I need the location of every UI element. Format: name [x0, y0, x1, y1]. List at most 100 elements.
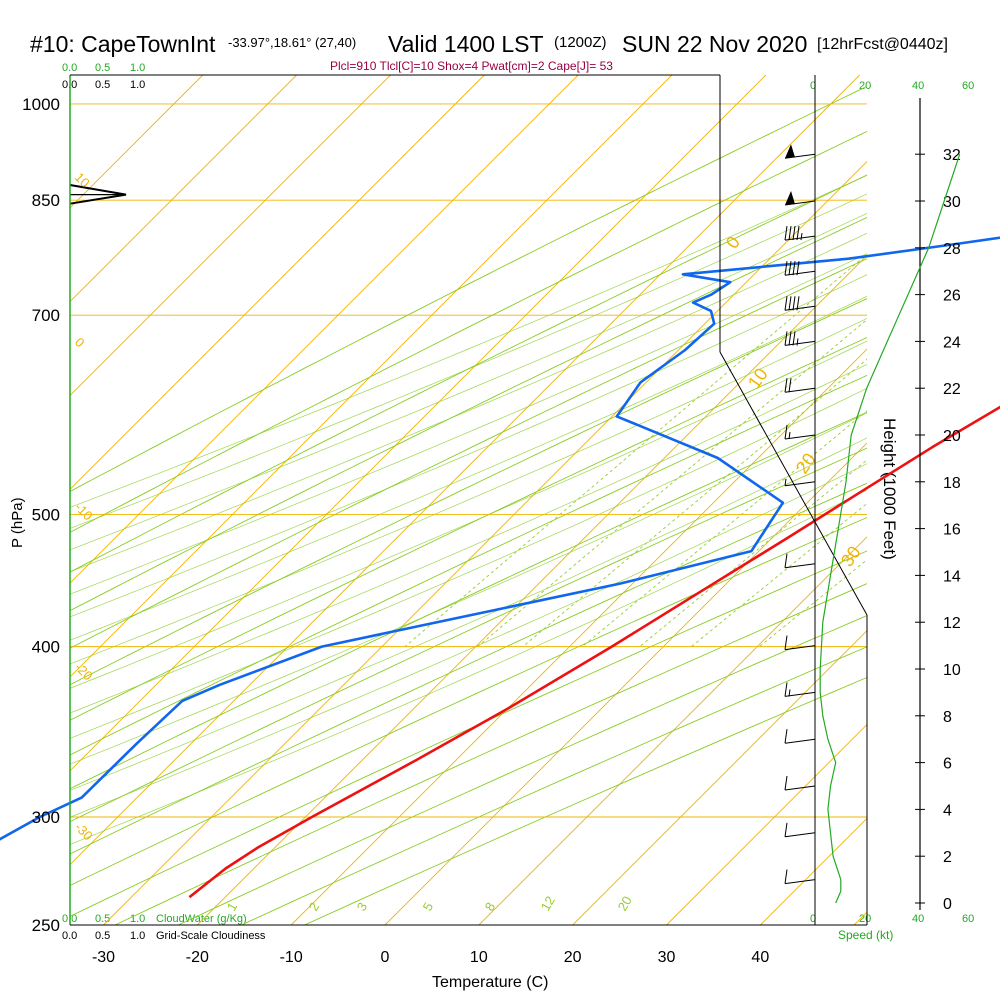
- wind-barb-full: [788, 378, 792, 393]
- temperature-tick-label: 40: [751, 949, 769, 966]
- cloud-top-label: 1.0: [130, 62, 145, 74]
- cloudiness-bottom-label: 0.0: [62, 930, 77, 942]
- isotherm-line: [572, 630, 867, 925]
- wind-barb-half: [788, 689, 791, 697]
- speed-tick-top: 60: [962, 80, 974, 92]
- wind-barb: [784, 378, 816, 393]
- temperature-tick-label: 30: [658, 949, 676, 966]
- wind-barb: [784, 775, 816, 791]
- temperature-tick-label: -20: [186, 949, 209, 966]
- wind-barb-staff: [784, 645, 816, 651]
- wind-barb-full: [784, 729, 788, 744]
- cloud-bottom-scale: 0.0 0.5 1.0 CloudWater (g/Kg) 0.0 0.5 1.…: [62, 913, 266, 942]
- isotherm-line: [197, 254, 867, 925]
- moist-adiabat: [70, 295, 867, 641]
- wind-barb: [784, 869, 816, 885]
- moist-adiabat: [70, 340, 867, 689]
- dewpoint-line: [0, 236, 1000, 841]
- isotherm-line: [384, 442, 867, 925]
- speed-tick-top: 0: [810, 80, 816, 92]
- station-coords: -33.97°,18.61° (27,40): [228, 35, 356, 50]
- wind-barb: [784, 635, 816, 651]
- isotherm-line: [70, 75, 579, 584]
- wind-barb-full: [796, 296, 800, 311]
- temperature-line: [188, 405, 1000, 899]
- isotherm-line: [70, 75, 860, 866]
- temperature-tick-label: -10: [280, 949, 303, 966]
- moist-adiabat: [70, 387, 867, 739]
- speed-tick-bottom: 60: [962, 913, 974, 925]
- wind-barb-full: [792, 226, 796, 241]
- wind-barb-full: [788, 296, 792, 311]
- wind-barb-full: [784, 635, 788, 650]
- height-tick-label: 0: [943, 896, 952, 913]
- moist-adiabat: [70, 489, 867, 845]
- grid-clip: [70, 75, 867, 925]
- isotherm-label: 0: [72, 335, 88, 351]
- height-tick-label: 22: [943, 381, 961, 398]
- moist-adiabat: [70, 318, 867, 665]
- isotherm-label: -30: [72, 820, 96, 844]
- cloudiness-label: Grid-Scale Cloudiness: [156, 930, 266, 942]
- wind-barb: [784, 424, 816, 440]
- height-tick-label: 6: [943, 756, 952, 773]
- dry-adiabat: [70, 217, 867, 612]
- mixing-ratio-label: 8: [482, 900, 499, 914]
- height-tick-label: 14: [943, 568, 961, 585]
- cloudwater-label: CloudWater (g/Kg): [156, 913, 247, 925]
- right-edge-slant: [719, 351, 868, 616]
- mixing-ratio-label: 1: [224, 900, 241, 914]
- wind-barb-half: [800, 233, 803, 241]
- wind-speed-line: [819, 154, 961, 904]
- pressure-tick-label: 700: [32, 306, 60, 325]
- wind-barb-staff: [784, 235, 816, 241]
- wind-barb: [784, 191, 816, 206]
- pressure-tick-label: 500: [32, 505, 60, 524]
- wind-barb-flag: [785, 144, 795, 159]
- wind-barb-staff: [784, 691, 816, 697]
- cloud-bottom-label: 0.5: [95, 913, 110, 925]
- dry-adiabat: [70, 174, 867, 573]
- wind-barb-full: [784, 775, 788, 791]
- moist-adiabat: [70, 193, 867, 529]
- dry-adiabat: [70, 374, 867, 756]
- mixing-ratio-label: 3: [354, 900, 371, 914]
- speed-scale: 0 20 40 60 0 20 40 60 Speed (kt): [810, 80, 974, 942]
- height-tick-label: 32: [943, 147, 961, 164]
- height-tick-label: 30: [943, 194, 961, 211]
- moist-adiabat: [70, 437, 867, 791]
- wind-barb: [784, 822, 816, 838]
- dry-adiabat: [241, 646, 867, 925]
- mixing-ratio-line: [691, 502, 867, 647]
- pressure-tick-label: 1000: [22, 95, 60, 114]
- isotherm-label: 10: [72, 170, 93, 191]
- station-title: #10: CapeTownInt: [30, 31, 216, 57]
- height-tick-label: 28: [943, 241, 961, 258]
- wind-barb-full: [784, 331, 788, 346]
- wind-barb-full: [792, 331, 796, 346]
- wind-barb-staff: [784, 785, 816, 791]
- forecast-info: [12hrFcst@0440z]: [817, 36, 948, 53]
- dry-adiabat: [178, 615, 867, 925]
- wind-barb-full: [796, 261, 800, 276]
- wind-barb: [784, 296, 816, 311]
- dry-adiabat: [70, 516, 867, 887]
- wind-barb-full: [784, 822, 788, 837]
- wind-barb: [784, 729, 816, 744]
- wind-barb-staff: [784, 387, 816, 393]
- height-tick-label: 24: [943, 334, 961, 351]
- cloudiness-bottom-label: 0.5: [95, 930, 110, 942]
- mixing-ratio-line: [477, 318, 867, 647]
- wind-barb-staff: [784, 481, 816, 487]
- zulu-time: (1200Z): [554, 34, 607, 51]
- isotherm-line: [70, 75, 204, 209]
- stability-indices: Plcl=910 Tlcl[C]=10 Shox=4 Pwat[cm]=2 Ca…: [330, 59, 613, 73]
- height-tick-label: 18: [943, 475, 961, 492]
- wind-barb-staff: [784, 738, 816, 744]
- dry-adiabat: [70, 298, 867, 686]
- pressure-tick-label: 250: [32, 916, 60, 935]
- adiabat-label: 10: [744, 364, 772, 392]
- wind-barb: [784, 682, 816, 697]
- cloud-top-label: 0.5: [95, 62, 110, 74]
